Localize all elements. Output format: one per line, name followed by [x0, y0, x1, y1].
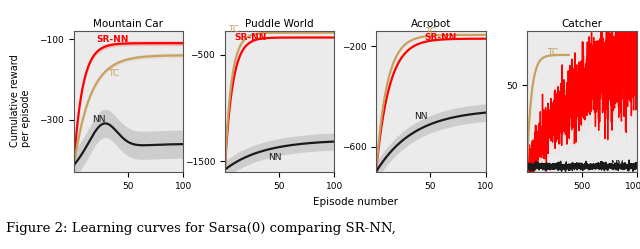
Text: NN: NN: [611, 161, 624, 170]
Title: Puddle World: Puddle World: [245, 19, 314, 29]
Title: Acrobot: Acrobot: [411, 19, 451, 29]
Text: SR-NN: SR-NN: [591, 80, 623, 89]
Text: TC: TC: [425, 27, 436, 36]
Text: TC: TC: [228, 25, 239, 34]
Title: Catcher: Catcher: [561, 19, 602, 29]
Text: NN: NN: [268, 153, 282, 162]
Text: TC: TC: [108, 69, 119, 78]
Text: SR-NN: SR-NN: [425, 33, 457, 42]
Text: SR-NN: SR-NN: [97, 35, 129, 44]
Text: Episode number: Episode number: [313, 197, 397, 207]
Text: Figure 2: Learning curves for Sarsa(0) comparing SR-NN,: Figure 2: Learning curves for Sarsa(0) c…: [6, 222, 396, 235]
Text: TC: TC: [547, 48, 558, 57]
Text: NN: NN: [92, 115, 106, 124]
Title: Mountain Car: Mountain Car: [93, 19, 163, 29]
Text: NN: NN: [413, 112, 427, 121]
Text: Cumulative reward
per episode: Cumulative reward per episode: [10, 55, 31, 147]
Text: SR-NN: SR-NN: [235, 33, 267, 42]
